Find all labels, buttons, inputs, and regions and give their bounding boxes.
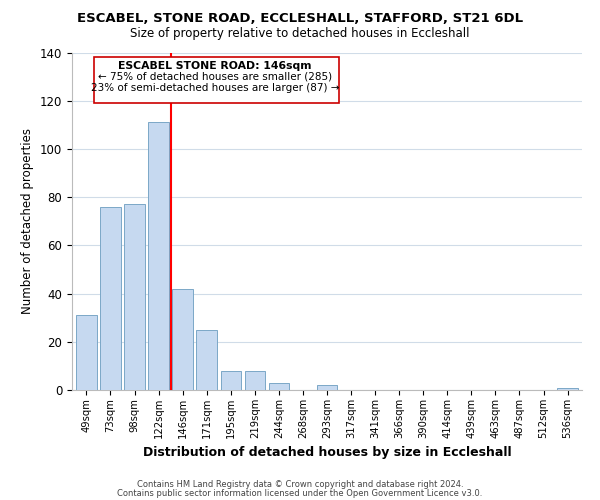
Bar	[557, 388, 578, 390]
Text: Contains HM Land Registry data © Crown copyright and database right 2024.: Contains HM Land Registry data © Crown c…	[137, 480, 463, 489]
Text: ESCABEL STONE ROAD: 146sqm: ESCABEL STONE ROAD: 146sqm	[118, 61, 312, 71]
Bar	[196, 330, 217, 390]
Bar	[100, 207, 121, 390]
Y-axis label: Number of detached properties: Number of detached properties	[22, 128, 34, 314]
Text: Size of property relative to detached houses in Eccleshall: Size of property relative to detached ho…	[130, 28, 470, 40]
Text: ESCABEL, STONE ROAD, ECCLESHALL, STAFFORD, ST21 6DL: ESCABEL, STONE ROAD, ECCLESHALL, STAFFOR…	[77, 12, 523, 26]
Bar	[76, 316, 97, 390]
Text: Contains public sector information licensed under the Open Government Licence v3: Contains public sector information licen…	[118, 488, 482, 498]
Bar	[172, 289, 193, 390]
Bar	[317, 385, 337, 390]
Bar	[269, 383, 289, 390]
Bar	[245, 370, 265, 390]
Text: 23% of semi-detached houses are larger (87) →: 23% of semi-detached houses are larger (…	[91, 82, 340, 92]
Bar	[221, 370, 241, 390]
Text: ← 75% of detached houses are smaller (285): ← 75% of detached houses are smaller (28…	[98, 72, 332, 82]
FancyBboxPatch shape	[94, 58, 339, 103]
X-axis label: Distribution of detached houses by size in Eccleshall: Distribution of detached houses by size …	[143, 446, 511, 460]
Bar	[148, 122, 169, 390]
Bar	[124, 204, 145, 390]
